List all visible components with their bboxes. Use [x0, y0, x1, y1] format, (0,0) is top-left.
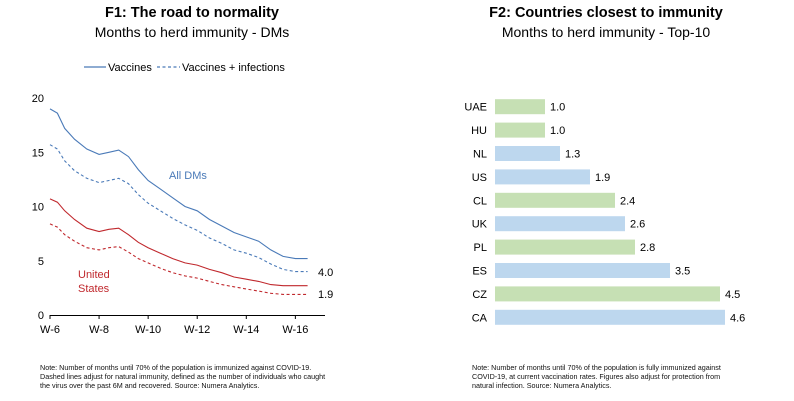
f1-subtitle: Months to herd immunity - DMs	[94, 24, 290, 40]
x-tick-label: W-10	[135, 324, 161, 336]
bar-category-label: UK	[472, 219, 488, 231]
f2-subtitle: Months to herd immunity - Top-10	[501, 24, 711, 40]
legend-label-vaccines: Vaccines	[108, 62, 152, 74]
bar-category-label: HU	[471, 125, 487, 137]
bar-value-label: 2.8	[640, 242, 655, 254]
bar-value-label: 3.5	[675, 266, 690, 278]
bar-category-label: CZ	[472, 289, 487, 301]
bar-value-label: 1.0	[550, 125, 565, 137]
end-label-all-dms: 4.0	[318, 267, 333, 279]
x-tick-label: W-16	[282, 324, 308, 336]
bar-category-label: CA	[472, 312, 488, 324]
series-line-all-dms-solid	[49, 108, 308, 260]
bar-category-label: UAE	[464, 102, 487, 114]
bar	[495, 239, 635, 255]
y-tick-label: 0	[38, 310, 44, 322]
y-tick-label: 10	[32, 202, 44, 214]
series-line-all-dms-dashed	[49, 144, 308, 273]
series-line-united-states-dashed	[49, 223, 308, 295]
x-tick-label: W-6	[40, 324, 60, 336]
legend-label-vaccines-infections: Vaccines + infections	[182, 62, 285, 74]
bar	[495, 192, 615, 208]
bar	[495, 146, 560, 161]
bar	[495, 122, 545, 138]
bar	[495, 309, 725, 325]
bar	[495, 263, 670, 278]
x-tick-label: W-14	[233, 324, 259, 336]
x-tick-label: W-8	[89, 324, 109, 336]
y-tick-label: 5	[38, 256, 44, 268]
y-tick-label: 20	[32, 93, 44, 105]
bar-value-label: 1.3	[565, 149, 580, 161]
f2-note: Note: Number of months until 70% of the …	[472, 363, 721, 391]
bar-category-label: NL	[473, 149, 487, 161]
bar-category-label: PL	[474, 242, 487, 254]
x-tick-label: W-12	[184, 324, 210, 336]
f1-note: Note: Number of months until 70% of the …	[40, 363, 326, 391]
series-line-united-states-solid	[49, 198, 308, 287]
bar-category-label: ES	[472, 266, 487, 278]
bar	[495, 286, 720, 302]
annotation-all-dms: All DMs	[169, 170, 207, 182]
bar-category-label: US	[472, 172, 487, 184]
annotation-united: United	[78, 269, 110, 281]
bar-value-label: 4.6	[730, 312, 745, 324]
bar-category-label: CL	[473, 195, 487, 207]
bar	[495, 99, 545, 115]
bar-value-label: 2.4	[620, 195, 635, 207]
bar	[495, 169, 590, 185]
y-tick-label: 15	[32, 147, 44, 159]
annotation-states: States	[78, 283, 110, 295]
end-label-united-states: 1.9	[318, 289, 333, 301]
bar	[495, 216, 625, 232]
bar-value-label: 4.5	[725, 289, 740, 301]
f1-title: F1: The road to normality	[104, 5, 279, 21]
bar-value-label: 2.6	[630, 219, 645, 231]
bar-value-label: 1.0	[550, 102, 565, 114]
f2-title: F2: Countries closest to immunity	[489, 5, 723, 21]
bar-value-label: 1.9	[595, 172, 610, 184]
